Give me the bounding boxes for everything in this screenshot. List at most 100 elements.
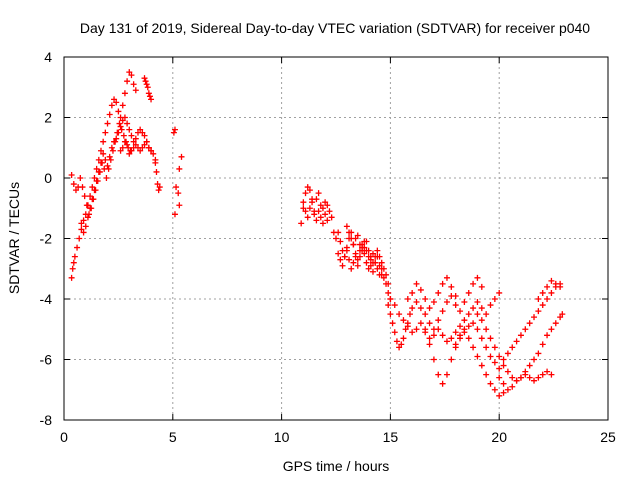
data-point (324, 217, 331, 224)
x-axis-label: GPS time / hours (283, 458, 390, 474)
series-track-c (78, 114, 155, 236)
data-point (393, 338, 400, 345)
data-point (76, 235, 83, 242)
data-point (452, 329, 459, 336)
data-point (89, 184, 96, 191)
data-point (117, 123, 124, 130)
data-point (335, 229, 342, 236)
data-point (526, 362, 533, 369)
data-point (457, 308, 464, 315)
data-point (385, 302, 392, 309)
data-point (115, 108, 122, 115)
data-point (109, 147, 116, 154)
data-point (526, 320, 533, 327)
data-point (124, 141, 131, 148)
data-point (404, 323, 411, 330)
data-point (422, 311, 429, 318)
data-point (145, 144, 152, 151)
data-point (83, 202, 90, 209)
data-point (315, 208, 322, 215)
data-point (522, 326, 529, 333)
data-point (132, 141, 139, 148)
data-point (339, 262, 346, 269)
data-point (304, 214, 311, 221)
data-point (80, 217, 87, 224)
data-point (125, 144, 132, 151)
x-tick-label: 5 (169, 429, 177, 445)
data-point (148, 96, 155, 103)
data-point (500, 389, 507, 396)
data-point (178, 153, 185, 160)
x-tick-label: 20 (491, 429, 507, 445)
data-point (461, 299, 468, 306)
data-point (346, 229, 353, 236)
data-point (298, 220, 305, 227)
data-point (439, 280, 446, 287)
chart-title: Day 131 of 2019, Sidereal Day-to-day VTE… (80, 20, 590, 36)
data-point (87, 205, 94, 212)
data-point (119, 117, 126, 124)
data-point (517, 374, 524, 381)
data-point (128, 147, 135, 154)
data-point (102, 156, 109, 163)
data-point (91, 187, 98, 194)
series-track-f (152, 159, 163, 194)
data-point (439, 332, 446, 339)
series-track-n (387, 289, 503, 345)
data-point (77, 175, 84, 181)
data-point (352, 235, 359, 242)
data-point (145, 90, 152, 97)
data-point (365, 265, 372, 272)
data-points (68, 69, 566, 399)
data-point (409, 305, 416, 312)
data-point (100, 150, 107, 157)
data-point (84, 214, 91, 221)
data-point (539, 302, 546, 309)
data-point (328, 214, 335, 221)
data-point (173, 184, 180, 191)
data-point (121, 138, 128, 145)
data-point (402, 326, 409, 333)
axis-ticks: 0 5 10 15 20 25 -8 -6 -4 -2 0 2 4 (40, 49, 616, 445)
data-point (176, 202, 183, 209)
data-point (548, 371, 555, 378)
data-point (535, 350, 542, 357)
data-point (470, 344, 477, 351)
data-point (474, 353, 481, 360)
data-point (500, 362, 507, 369)
data-point (72, 187, 79, 194)
series-track-m (385, 274, 485, 351)
data-point (465, 311, 472, 318)
data-point (513, 338, 520, 345)
data-point (300, 205, 307, 212)
series-track-h (298, 184, 337, 236)
data-point (343, 223, 350, 230)
data-point (539, 371, 546, 378)
data-point (124, 78, 131, 85)
data-point (417, 305, 424, 312)
data-point (337, 256, 344, 263)
series-track-q (452, 280, 564, 372)
data-point (68, 171, 75, 178)
data-point (70, 259, 77, 266)
y-tick-label: -2 (40, 231, 53, 247)
data-point (143, 81, 150, 88)
data-point (106, 153, 113, 160)
data-point (363, 259, 370, 266)
data-point (531, 314, 538, 321)
data-point (116, 120, 123, 127)
data-point (69, 265, 76, 272)
data-point (108, 102, 115, 109)
data-point (535, 308, 542, 315)
data-point (380, 265, 387, 272)
data-point (504, 350, 511, 357)
data-point (130, 81, 137, 88)
data-point (496, 289, 503, 296)
y-axis-label: SDTVAR / TECUs (6, 182, 22, 294)
data-point (457, 323, 464, 330)
data-point (376, 253, 383, 260)
data-point (409, 289, 416, 296)
data-point (548, 289, 555, 296)
series-track-t (535, 277, 564, 302)
data-point (354, 262, 361, 269)
